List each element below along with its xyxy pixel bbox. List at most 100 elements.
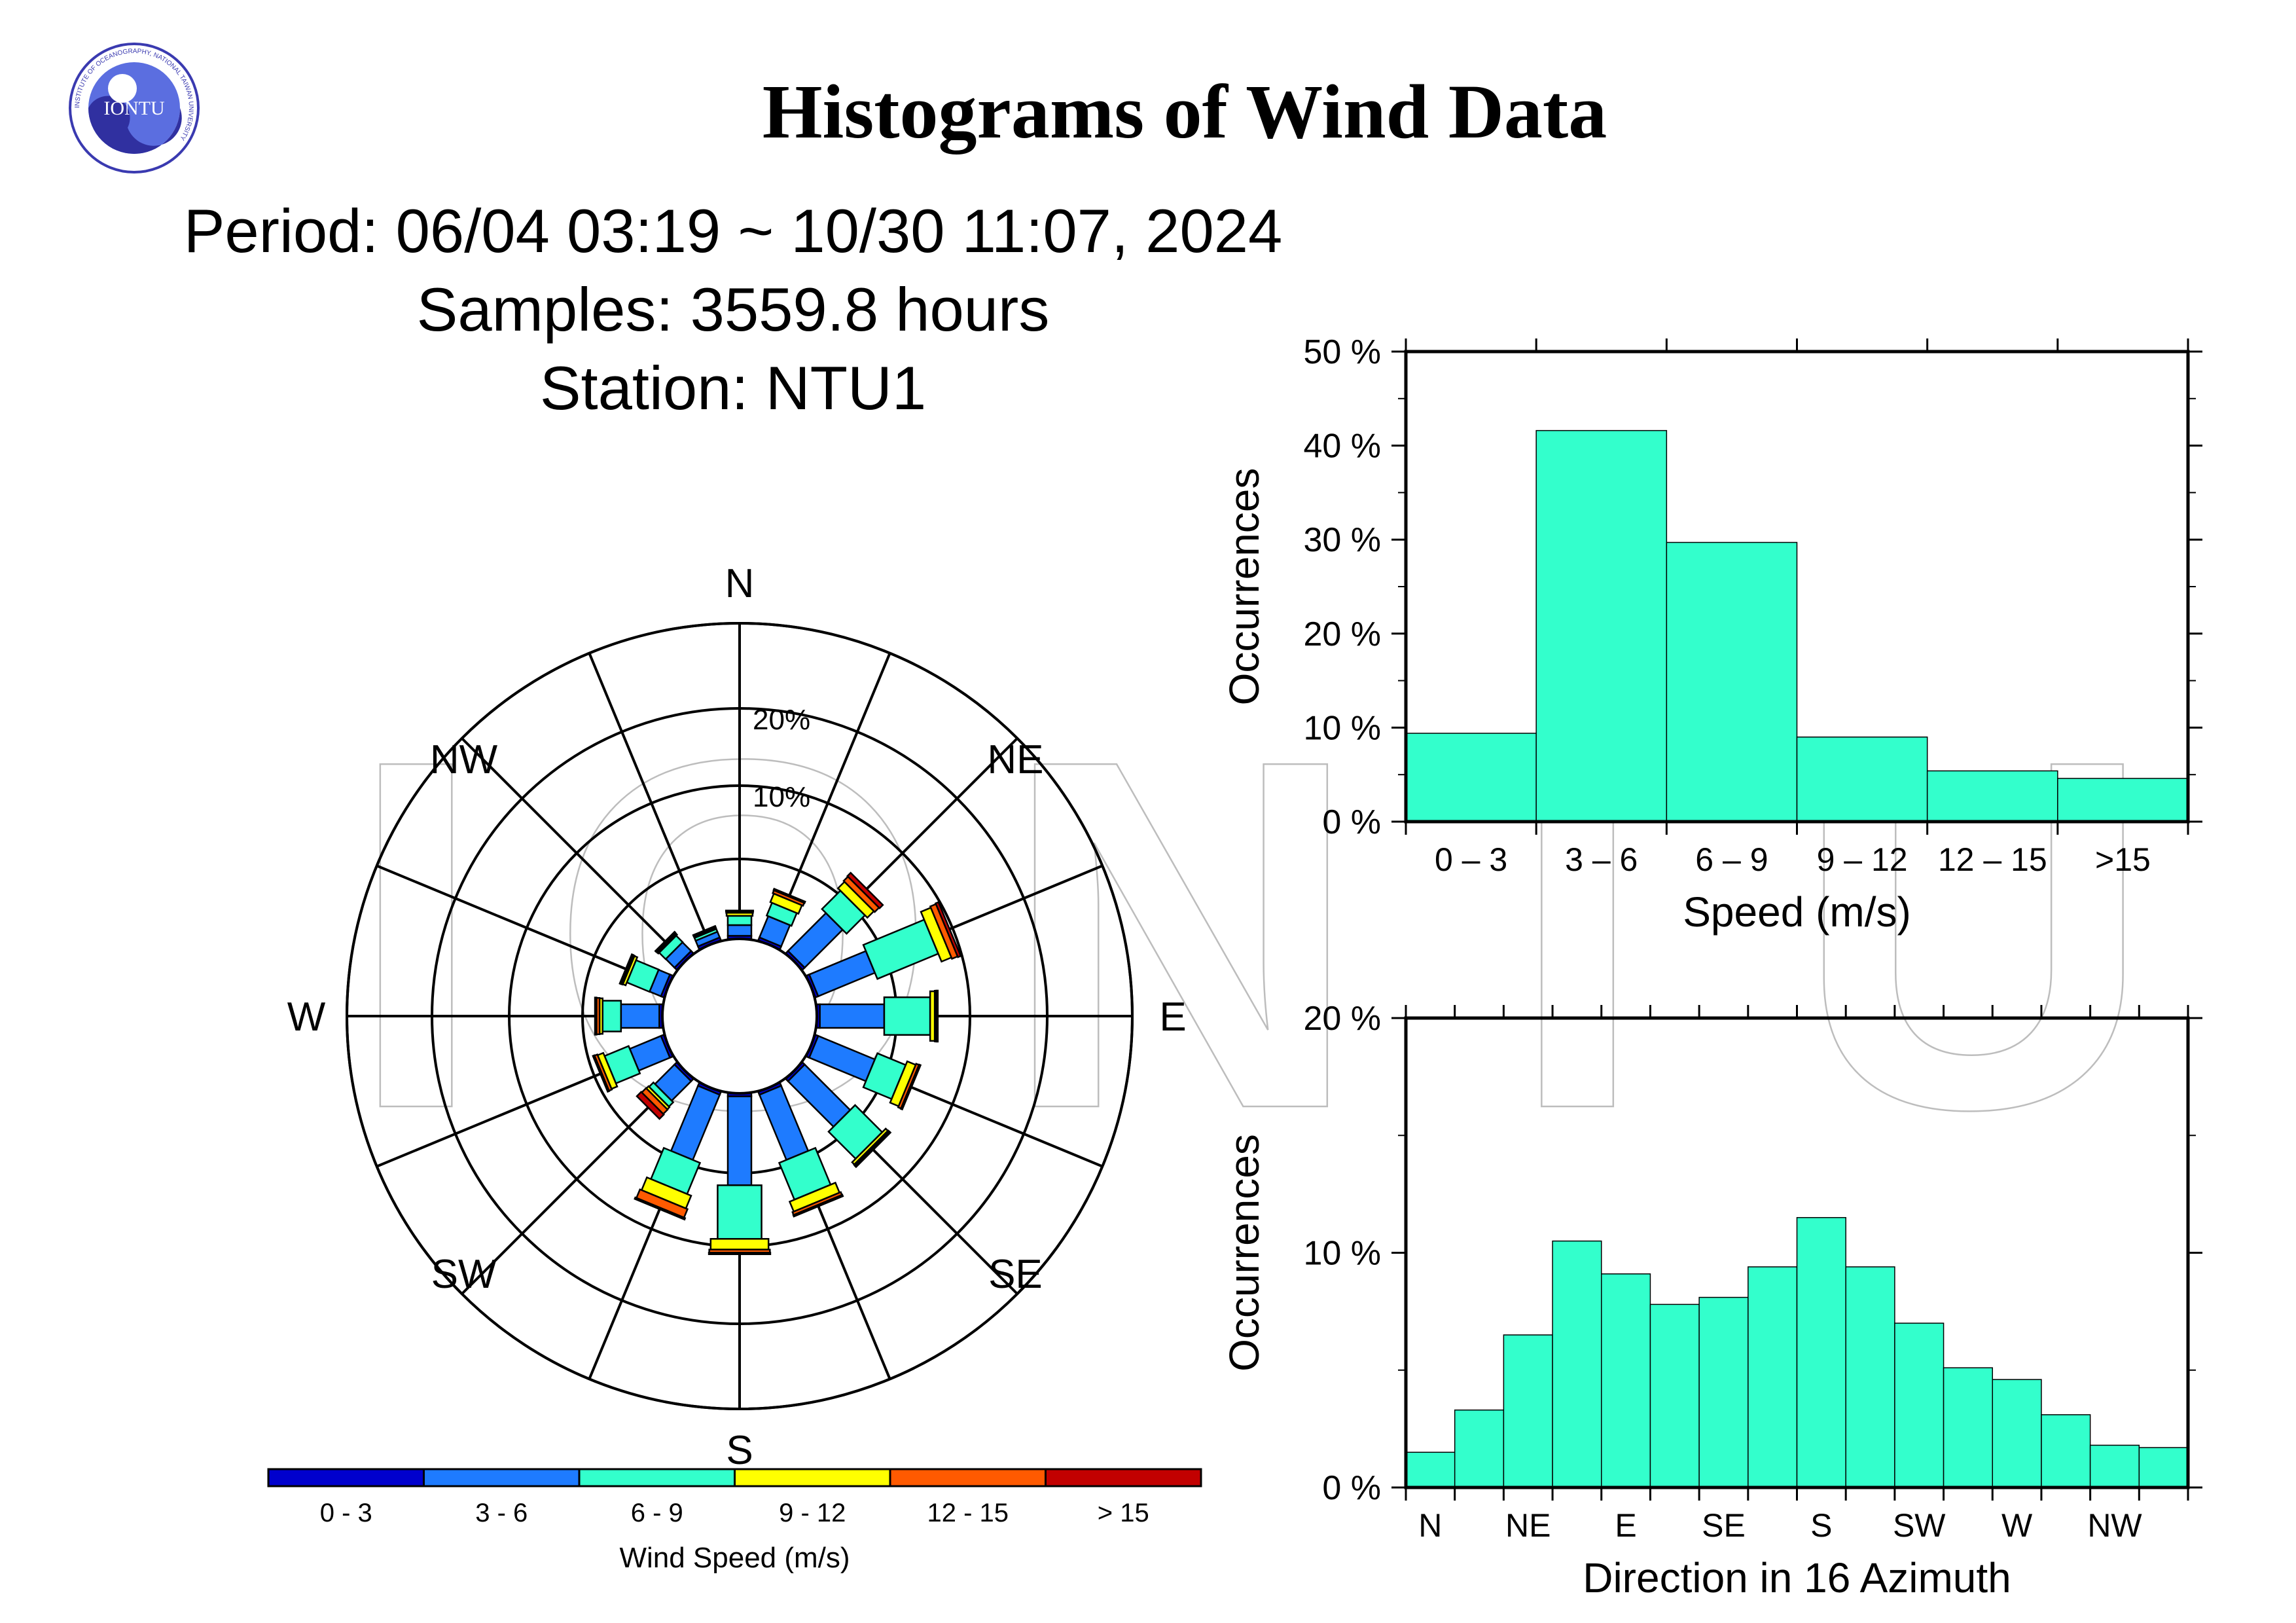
y-tick-label: 50 % bbox=[1303, 333, 1381, 371]
rose-calm-circle bbox=[661, 938, 818, 1095]
histogram-bar-3-6 bbox=[1535, 429, 1668, 822]
histogram-bar--15 bbox=[2057, 778, 2189, 822]
rose-petal-ene-bin5 bbox=[934, 901, 962, 958]
y-tick-label: 30 % bbox=[1303, 521, 1381, 559]
legend-label: 6 - 9 bbox=[631, 1499, 683, 1527]
x-tick-label: 12 – 15 bbox=[1938, 841, 2047, 878]
legend-label: > 15 bbox=[1098, 1499, 1149, 1527]
histogram-bar-n bbox=[1405, 1451, 1456, 1488]
logo-text: IONTU bbox=[103, 98, 165, 119]
x-tick-label: SW bbox=[1893, 1507, 1946, 1544]
institute-logo: IONTU INSTITUTE OF OCEANOGRAPHY, NATIONA… bbox=[69, 43, 200, 173]
rose-petal-se-bin5 bbox=[853, 1130, 892, 1169]
rose-petal-s-bin5 bbox=[708, 1252, 772, 1255]
compass-label-e: E bbox=[1159, 994, 1186, 1040]
rose-petal-nw-bin5 bbox=[654, 930, 677, 953]
histogram-bar-nne bbox=[1454, 1409, 1505, 1488]
rose-petal-n-bin1 bbox=[726, 924, 753, 937]
compass-label-nw: NW bbox=[430, 737, 498, 782]
page-title: Histograms of Wind Data bbox=[762, 69, 1607, 155]
rose-petal-n-bin2 bbox=[726, 915, 753, 926]
histogram-bar-se bbox=[1698, 1296, 1749, 1488]
compass-label-s: S bbox=[726, 1428, 753, 1473]
histogram-bar-sse bbox=[1748, 1266, 1798, 1488]
histogram-bar-wsw bbox=[1943, 1367, 1993, 1488]
x-tick-label: N bbox=[1418, 1507, 1442, 1544]
x-tick-label: NE bbox=[1505, 1507, 1551, 1544]
rose-spoke bbox=[461, 737, 686, 962]
rose-petal-wsw-bin5 bbox=[592, 1054, 611, 1093]
compass-label-se: SE bbox=[988, 1252, 1043, 1297]
legend-swatch-bin4 bbox=[889, 1468, 1047, 1487]
legend-label: 0 - 3 bbox=[320, 1499, 372, 1527]
rose-petal-s-bin2 bbox=[717, 1184, 762, 1240]
rose-spoke bbox=[588, 652, 711, 945]
x-tick-label: 6 – 9 bbox=[1695, 841, 1768, 878]
rose-petal-e-bin1 bbox=[819, 1003, 886, 1029]
x-axis-label: Speed (m/s) bbox=[1683, 888, 1911, 936]
wind-speed-legend: 0 - 3 3 - 6 6 - 9 9 - 12 12 - 15 > 15 Wind Spe… bbox=[267, 1468, 1202, 1574]
rose-ring-label: 20% bbox=[753, 704, 810, 736]
histogram-bar-sw bbox=[1894, 1322, 1945, 1488]
rose-petal-ssw-bin5 bbox=[634, 1196, 687, 1221]
rose-petal-sse-bin5 bbox=[792, 1194, 844, 1218]
histogram-bar-ssw bbox=[1845, 1266, 1895, 1488]
x-tick-label: 0 – 3 bbox=[1435, 841, 1507, 878]
period-text: Period: 06/04 03:19 ~ 10/30 11:07, 2024 bbox=[184, 196, 1283, 265]
rose-petal-e-bin5 bbox=[935, 989, 939, 1043]
legend-swatch-bin5 bbox=[1045, 1468, 1202, 1487]
histogram-bar-ne bbox=[1503, 1334, 1553, 1488]
legend-swatch-bin1 bbox=[423, 1468, 581, 1487]
y-tick-label: 40 % bbox=[1303, 428, 1381, 465]
x-tick-label: E bbox=[1615, 1507, 1636, 1544]
x-tick-label: NW bbox=[2087, 1507, 2142, 1544]
compass-label-sw: SW bbox=[431, 1252, 497, 1297]
y-tick-label: 0 % bbox=[1322, 803, 1381, 841]
histogram-bar-0-3 bbox=[1405, 733, 1537, 822]
y-tick-label: 10 % bbox=[1303, 1235, 1381, 1273]
rose-spoke bbox=[376, 864, 669, 988]
y-tick-label: 20 % bbox=[1303, 615, 1381, 653]
histogram-bar-nnw bbox=[2138, 1447, 2189, 1488]
y-tick-label: 10 % bbox=[1303, 709, 1381, 747]
legend-label: 12 - 15 bbox=[927, 1499, 1009, 1527]
wind-rose: 10% 20% N NE E SE S SW W NW bbox=[287, 561, 1187, 1473]
y-axis-label: Occurrences bbox=[1221, 468, 1268, 706]
rose-ring-label: 10% bbox=[753, 781, 810, 813]
compass-label-ne: NE bbox=[987, 737, 1043, 782]
x-tick-label: 3 – 6 bbox=[1565, 841, 1638, 878]
rose-petal-s-bin3 bbox=[709, 1238, 770, 1250]
station-text: Station: NTU1 bbox=[540, 354, 926, 422]
rose-petal-w-bin2 bbox=[601, 1000, 622, 1032]
x-tick-label: W bbox=[2001, 1507, 2033, 1544]
x-axis-label: Direction in 16 Azimuth bbox=[1583, 1554, 2011, 1601]
y-tick-label: 0 % bbox=[1322, 1469, 1381, 1507]
x-tick-label: 9 – 12 bbox=[1817, 841, 1908, 878]
rose-petal-w-bin5 bbox=[594, 996, 598, 1036]
samples-text: Samples: 3559.8 hours bbox=[417, 275, 1050, 344]
rose-petal-s-bin1 bbox=[726, 1095, 753, 1186]
rose-petal-wnw-bin5 bbox=[619, 953, 635, 985]
histogram-bar-nw bbox=[2089, 1444, 2140, 1488]
speed-histogram: 0 % 10 % 20 % 30 % 40 % 50 % 0 – 3 3 – 6 6 – 9 9 … bbox=[1221, 333, 2202, 936]
legend-label: 9 - 12 bbox=[779, 1499, 846, 1527]
legend-swatch-bin3 bbox=[734, 1468, 891, 1487]
histogram-bar-wnw bbox=[2041, 1414, 2091, 1488]
legend-label: 3 - 6 bbox=[475, 1499, 528, 1527]
x-tick-label: SE bbox=[1702, 1507, 1746, 1544]
legend-swatch-bin2 bbox=[578, 1468, 736, 1487]
x-tick-label: >15 bbox=[2095, 841, 2151, 878]
histogram-bar-ese bbox=[1649, 1304, 1700, 1488]
histogram-bar-s bbox=[1796, 1216, 1846, 1488]
rose-petal-ne-bin5 bbox=[846, 871, 884, 910]
rose-petal-e-bin2 bbox=[883, 996, 931, 1036]
compass-label-n: N bbox=[725, 561, 755, 606]
histogram-bar-ene bbox=[1552, 1240, 1602, 1488]
histogram-bar-9-12 bbox=[1796, 737, 1928, 822]
rose-petal-ese-bin5 bbox=[899, 1063, 922, 1111]
legend-title: Wind Speed (m/s) bbox=[619, 1542, 850, 1574]
rose-outer-ring bbox=[346, 622, 1134, 1410]
y-tick-label: 20 % bbox=[1303, 1000, 1381, 1038]
y-axis-label: Occurrences bbox=[1221, 1134, 1268, 1372]
